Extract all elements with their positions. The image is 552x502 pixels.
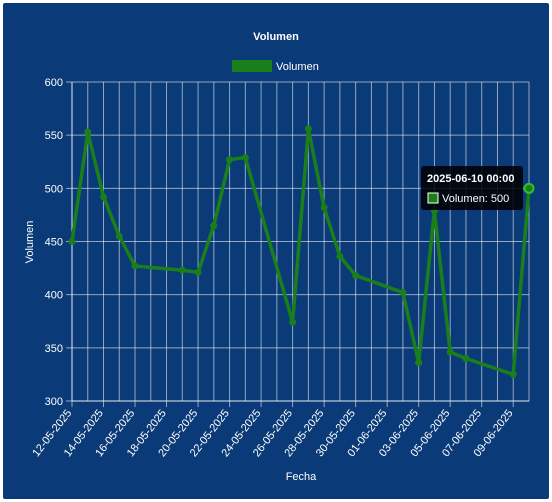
data-point[interactable] [523, 182, 535, 194]
data-point[interactable] [320, 203, 328, 211]
data-point[interactable] [84, 128, 92, 136]
y-axis-ticks: 300 350 400 450 500 550 600 [45, 77, 63, 408]
y-tick-label: 500 [45, 183, 63, 195]
data-point[interactable] [289, 318, 297, 326]
legend[interactable]: Volumen [232, 60, 319, 73]
data-point[interactable] [194, 268, 202, 276]
x-axis-title: Fecha [286, 471, 317, 483]
series-volumen[interactable] [68, 125, 535, 378]
y-tick-label: 350 [45, 343, 63, 355]
data-point[interactable] [115, 232, 123, 240]
data-point[interactable] [210, 222, 218, 230]
data-point[interactable] [226, 156, 234, 164]
tooltip-title: 2025-06-10 00:00 [427, 173, 514, 185]
chart-panel [3, 3, 549, 499]
legend-label: Volumen [276, 61, 319, 73]
data-point[interactable] [178, 266, 186, 274]
y-tick-label: 300 [45, 396, 63, 408]
x-axis-ticks: 12-05-202514-05-202516-05-202518-05-2025… [30, 407, 515, 459]
chart-title: Volumen [253, 31, 299, 43]
data-point[interactable] [304, 125, 312, 133]
tooltip-swatch [427, 192, 439, 204]
data-point[interactable] [415, 359, 423, 367]
y-axis-title: Volumen [24, 221, 36, 264]
tooltip-box [421, 166, 523, 210]
data-point[interactable] [399, 289, 407, 297]
data-point[interactable] [100, 193, 108, 201]
series-line [70, 127, 531, 377]
y-tick-label: 550 [45, 130, 63, 142]
y-tick-label: 600 [45, 77, 63, 89]
data-point[interactable] [131, 262, 139, 270]
data-point[interactable] [336, 252, 344, 260]
tooltip-label: Volumen: 500 [442, 193, 509, 205]
data-point[interactable] [462, 354, 470, 362]
data-point[interactable] [509, 370, 517, 378]
data-point[interactable] [446, 348, 454, 356]
y-tick-label: 450 [45, 237, 63, 249]
data-point[interactable] [241, 153, 249, 161]
y-tick-label: 400 [45, 290, 63, 302]
data-point[interactable] [352, 272, 360, 280]
legend-swatch [232, 60, 272, 72]
data-point[interactable] [68, 238, 76, 245]
tooltip: 2025-06-10 00:00 Volumen: 500 [421, 166, 523, 210]
